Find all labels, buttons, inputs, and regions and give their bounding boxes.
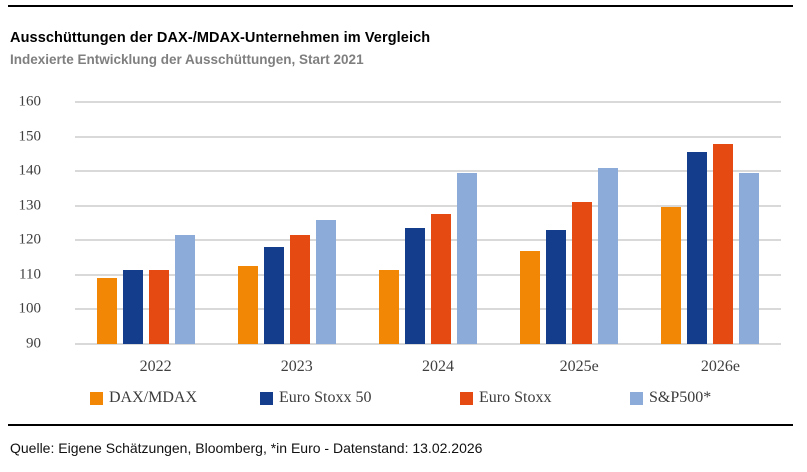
bar-s-p500--2024: [456, 172, 477, 344]
x-axis-label-2023: 2023: [280, 358, 313, 375]
chart-subtitle: Indexierte Entwicklung der Ausschüttunge…: [10, 52, 364, 67]
bar-euro-stoxx-50-2023: [263, 247, 284, 344]
bar-euro-stoxx-50-2024: [404, 228, 425, 344]
legend-swatch-sp500: [630, 391, 643, 405]
x-axis-label-2024: 2024: [422, 358, 454, 375]
bar-euro-stoxx-2026e: [713, 143, 734, 344]
bar-chart-plot-area: 90 100 110 120 130 140 150 160: [19, 94, 781, 352]
legend-label: DAX/MDAX: [109, 389, 197, 406]
legend-item-euro-stoxx-50: Euro Stoxx 50: [260, 389, 371, 407]
bar-s-p500--2022: [174, 235, 195, 344]
chart-title: Ausschüttungen der DAX-/MDAX-Unternehmen…: [10, 30, 431, 46]
x-axis-label-2022: 2022: [139, 358, 172, 375]
bar-dax-mdax-2026e: [661, 207, 682, 344]
y-axis-tick-100: 100: [18, 300, 42, 317]
bar-group-2026e: [640, 102, 781, 344]
bar-s-p500--2023: [315, 219, 336, 344]
legend-item-sp500: S&P500*: [630, 389, 711, 407]
gridline-160: [75, 101, 781, 103]
bar-dax-mdax-2024: [378, 269, 399, 344]
bar-euro-stoxx-2023: [289, 235, 310, 344]
source-line: Quelle: Eigene Schätzungen, Bloomberg, *…: [10, 440, 483, 456]
y-axis-tick-90: 90: [26, 335, 41, 352]
bar-dax-mdax-2023: [237, 266, 258, 344]
legend-swatch-euro-stoxx-50: [260, 391, 273, 405]
legend-label: Euro Stoxx: [479, 389, 552, 406]
x-axis-label-2026e: 2026e: [700, 358, 740, 375]
y-axis-tick-130: 130: [18, 197, 42, 214]
legend-swatch-dax-mdax: [90, 391, 103, 405]
bar-euro-stoxx-50-2022: [122, 269, 143, 344]
bar-euro-stoxx-2024: [430, 214, 451, 344]
legend-item-euro-stoxx: Euro Stoxx: [460, 389, 551, 407]
y-axis-tick-120: 120: [18, 231, 42, 248]
bar-s-p500--2025e: [598, 167, 619, 344]
legend-swatch-euro-stoxx: [460, 391, 473, 405]
bar-euro-stoxx-50-2025e: [546, 229, 567, 344]
gridline-110: [75, 273, 781, 276]
bar-group-2024: [357, 102, 498, 344]
gridline-150: [75, 135, 781, 138]
legend-item-dax-mdax: DAX/MDAX: [90, 389, 197, 407]
x-axis-label-2025e: 2025e: [559, 358, 599, 375]
y-axis-tick-150: 150: [18, 128, 42, 145]
top-divider: [8, 5, 793, 7]
gridline-130: [75, 204, 781, 207]
bar-euro-stoxx-50-2026e: [687, 152, 708, 344]
gridline-140: [75, 170, 781, 173]
x-axis: 2022 2023 2024 2025e 2026e: [75, 358, 781, 380]
bar-dax-mdax-2022: [96, 278, 117, 344]
y-axis-tick-110: 110: [19, 266, 41, 283]
bottom-divider: [8, 424, 793, 426]
legend-label: Euro Stoxx 50: [279, 389, 372, 406]
bar-euro-stoxx-2025e: [572, 202, 593, 344]
chart-legend: DAX/MDAX Euro Stoxx 50 Euro Stoxx S&P500…: [0, 389, 807, 409]
bar-group-2023: [216, 102, 357, 344]
y-axis-tick-140: 140: [18, 162, 42, 179]
bar-euro-stoxx-2022: [148, 269, 169, 344]
gridline-100: [75, 308, 781, 311]
gridline-90: [75, 343, 781, 345]
bar-s-p500--2026e: [739, 172, 760, 344]
bar-group-2022: [75, 102, 216, 344]
y-axis-tick-160: 160: [18, 93, 42, 110]
legend-label: S&P500*: [649, 389, 712, 406]
bar-dax-mdax-2025e: [520, 250, 541, 344]
gridline-120: [75, 239, 781, 242]
bar-group-2025e: [499, 102, 640, 344]
